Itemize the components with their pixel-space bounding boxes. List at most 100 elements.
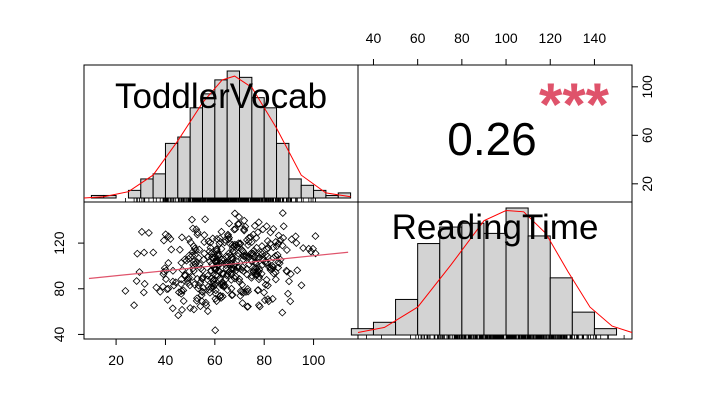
scatter-point	[211, 279, 220, 288]
toddlervocab-hist-bar	[276, 142, 290, 199]
scatter-point	[152, 283, 161, 292]
scatter-point	[164, 232, 173, 241]
bottom-axis-tick-label: 40	[158, 352, 174, 368]
scatter-point	[211, 326, 220, 335]
scatter-point	[269, 263, 277, 272]
scatter-point	[164, 259, 173, 267]
scatter-point	[257, 242, 266, 251]
scatter-point	[179, 297, 188, 305]
scatter-point	[264, 297, 273, 306]
scatter-point	[263, 237, 272, 245]
scatter-point	[135, 268, 144, 277]
scatter-point	[244, 260, 253, 269]
left-axis-tick-label: 120	[51, 231, 67, 255]
toddlervocab-hist-bar	[152, 173, 166, 199]
scatter-point	[191, 250, 200, 259]
scatter-point	[262, 222, 271, 231]
scatter-point	[252, 270, 261, 279]
scatter-point	[194, 284, 203, 293]
scatter-point	[266, 239, 275, 248]
scatter-point	[241, 222, 250, 231]
scatter-point	[133, 249, 142, 258]
scatter-point	[132, 277, 141, 286]
scatter-point	[194, 281, 203, 290]
scatter-point	[139, 288, 148, 297]
top-axis-tick-label: 120	[539, 30, 563, 46]
scatter-point	[206, 238, 215, 247]
scatter-point	[276, 236, 285, 244]
scatter-point	[204, 252, 213, 261]
scatter-point	[228, 255, 237, 264]
scatter-point	[279, 222, 288, 231]
scatter-point	[217, 244, 226, 253]
bottom-axis-tick-label: 60	[207, 352, 223, 368]
scatter-point	[297, 281, 306, 290]
scatter-point	[285, 277, 293, 286]
scatter-point	[222, 264, 231, 273]
scatter-point	[159, 282, 167, 291]
scatter-point	[299, 244, 308, 253]
scatter-point	[260, 288, 268, 297]
toddlervocab-hist-bar	[263, 107, 278, 199]
scatter-point	[163, 295, 172, 304]
scatter-point	[223, 286, 232, 295]
readingtime-hist-density-curve	[357, 209, 633, 333]
readingtime-hist-bar	[417, 243, 441, 336]
scatter-point	[140, 279, 149, 288]
scatter-point	[205, 288, 214, 297]
scatter-point	[283, 267, 291, 276]
scatter-point	[254, 286, 263, 295]
scatter-point	[247, 238, 256, 246]
scatter-point	[190, 280, 199, 289]
top-axis-tick-label: 140	[583, 30, 607, 46]
bottom-axis-tick-label: 20	[108, 352, 124, 368]
scatter-point	[193, 228, 202, 237]
left-axis-tick-label: 80	[51, 281, 67, 297]
scatter-point	[243, 285, 252, 293]
toddlervocab-hist-bar	[313, 189, 327, 199]
scatter-point	[137, 227, 146, 236]
axes: 20 40 60 80 100 40 60 80 100 120 140 40 80 120 20 60 100	[51, 30, 655, 368]
scatter-point	[220, 255, 229, 264]
scatter-point	[177, 289, 186, 298]
scatter-point	[199, 255, 208, 264]
scatter-point	[179, 286, 188, 295]
top-axis-tick-label: 40	[366, 30, 382, 46]
toddlervocab-hist-rug	[125, 198, 316, 202]
scatter-point	[261, 259, 270, 268]
scatter-point	[197, 291, 206, 300]
scatter-point	[160, 264, 169, 273]
scatter-point	[164, 284, 173, 293]
scatter-point	[206, 243, 215, 252]
scatter-point	[204, 282, 213, 291]
readingtime-hist-bar	[483, 232, 507, 336]
scatter-point	[292, 239, 301, 248]
scatter-point	[274, 258, 283, 267]
toddlervocab-hist-density-curve	[83, 75, 351, 199]
readingtime-hist-bar	[571, 311, 595, 336]
scatter-point	[186, 304, 195, 313]
scatter-point	[162, 275, 170, 284]
toddlervocab-hist-bar	[177, 136, 191, 199]
scatter-point	[215, 234, 224, 243]
top-axis-tick-label: 80	[454, 30, 470, 46]
scatter-point	[234, 249, 243, 258]
top-axis-tick-label: 60	[410, 30, 426, 46]
scatter-point	[244, 253, 253, 262]
scatter-point	[207, 266, 216, 275]
variable-label-readingtime: ReadingTime	[392, 208, 599, 247]
scatter-point	[251, 257, 260, 266]
scatter-point	[227, 270, 235, 279]
scatter-point	[307, 247, 316, 256]
scatter-point	[192, 225, 201, 234]
scatter-point	[193, 294, 202, 303]
scatter-point	[227, 260, 236, 269]
toddlervocab-hist-bar	[300, 184, 315, 199]
scatter-point	[203, 307, 212, 316]
scatter-panel	[88, 209, 349, 335]
scatter-point	[130, 301, 139, 310]
scatter-point	[210, 275, 219, 284]
scatter-point	[210, 264, 219, 273]
scatter-point	[286, 297, 295, 306]
scatter-point	[282, 246, 291, 254]
